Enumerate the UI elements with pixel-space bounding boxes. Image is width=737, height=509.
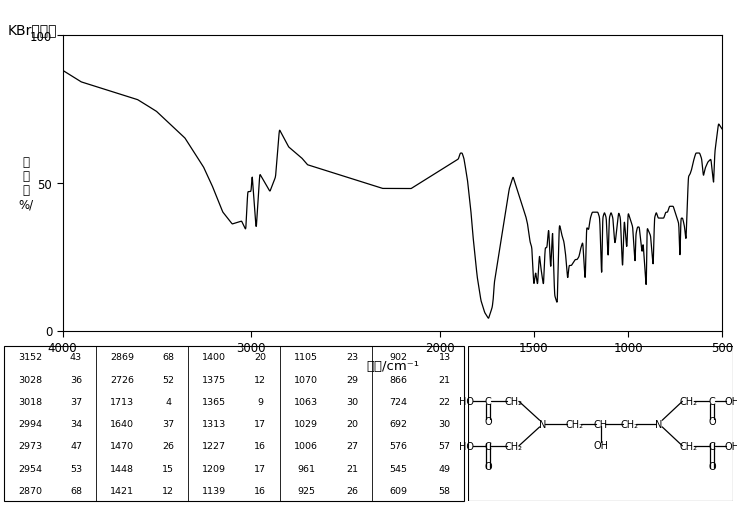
Text: 902: 902 [389,353,408,362]
Text: 576: 576 [389,441,408,450]
Text: 2994: 2994 [18,419,42,428]
Text: 21: 21 [439,375,450,384]
Text: 1313: 1313 [202,419,226,428]
Text: 545: 545 [389,464,408,472]
Text: 52: 52 [162,375,174,384]
Text: KBr压片法: KBr压片法 [7,23,57,37]
Text: 2869: 2869 [110,353,134,362]
Text: 47: 47 [70,441,82,450]
Text: 1365: 1365 [202,397,226,406]
Text: 2726: 2726 [110,375,134,384]
Text: OH: OH [724,397,737,407]
Text: 2954: 2954 [18,464,42,472]
Text: 49: 49 [439,464,450,472]
Text: 12: 12 [162,486,174,495]
Text: 57: 57 [439,441,450,450]
Text: HO: HO [459,397,474,407]
Text: 1713: 1713 [110,397,134,406]
Text: 1400: 1400 [202,353,226,362]
Text: 23: 23 [346,353,358,362]
Text: O: O [708,461,716,471]
Text: 1029: 1029 [294,419,318,428]
Text: HO: HO [459,441,474,451]
Text: 2870: 2870 [18,486,42,495]
Text: CH₂: CH₂ [680,397,697,407]
Text: O: O [484,461,492,471]
Text: O: O [484,416,492,427]
Text: 16: 16 [254,441,266,450]
X-axis label: 波数/cm⁻¹: 波数/cm⁻¹ [366,360,419,373]
Text: 29: 29 [346,375,358,384]
Text: 9: 9 [257,397,263,406]
Text: 1640: 1640 [110,419,134,428]
Text: CH₂: CH₂ [504,441,522,451]
Text: CH₂: CH₂ [621,419,639,429]
Text: 58: 58 [439,486,450,495]
Text: 17: 17 [254,464,266,472]
Text: 961: 961 [297,464,315,472]
Text: 724: 724 [389,397,408,406]
Text: 1105: 1105 [294,353,318,362]
Text: 68: 68 [70,486,82,495]
Text: C: C [484,397,492,407]
Text: 1375: 1375 [202,375,226,384]
Text: 1006: 1006 [294,441,318,450]
Text: 1227: 1227 [202,441,226,450]
Text: 53: 53 [70,464,82,472]
Text: CH₂: CH₂ [680,441,697,451]
Text: 1448: 1448 [110,464,134,472]
Text: C: C [484,441,492,451]
Text: 20: 20 [346,419,358,428]
Text: 2973: 2973 [18,441,42,450]
Text: 30: 30 [346,397,358,406]
Text: 3018: 3018 [18,397,42,406]
Text: 13: 13 [439,353,450,362]
Text: 3028: 3028 [18,375,42,384]
Text: C: C [709,441,716,451]
Text: 4: 4 [165,397,171,406]
Text: 1470: 1470 [110,441,134,450]
Text: 22: 22 [439,397,450,406]
Text: 26: 26 [346,486,358,495]
Text: 17: 17 [254,419,266,428]
Text: 609: 609 [389,486,408,495]
Text: CH₂: CH₂ [504,397,522,407]
Text: 37: 37 [70,397,82,406]
Text: CH: CH [593,419,608,429]
Text: 1139: 1139 [202,486,226,495]
Text: 1063: 1063 [294,397,318,406]
Text: N: N [539,419,546,429]
Text: 43: 43 [70,353,82,362]
Bar [468,346,733,501]
Text: OH: OH [724,441,737,451]
Text: 26: 26 [162,441,174,450]
Text: 20: 20 [254,353,266,362]
Text: 16: 16 [254,486,266,495]
Text: 866: 866 [389,375,408,384]
Text: N: N [655,419,663,429]
Text: 37: 37 [162,419,174,428]
Text: 36: 36 [70,375,82,384]
Text: 12: 12 [254,375,266,384]
Text: 1070: 1070 [294,375,318,384]
Text: 1209: 1209 [202,464,226,472]
Text: CH₂: CH₂ [565,419,583,429]
Text: 1421: 1421 [110,486,134,495]
Text: 68: 68 [162,353,174,362]
Text: O: O [708,416,716,427]
Text: OH: OH [593,440,608,450]
Text: 30: 30 [439,419,450,428]
Text: 透
过
率
%/: 透 过 率 %/ [19,156,34,211]
Text: C: C [709,397,716,407]
Text: 692: 692 [389,419,408,428]
Text: 27: 27 [346,441,358,450]
Text: 3152: 3152 [18,353,42,362]
Text: 925: 925 [297,486,315,495]
Text: 15: 15 [162,464,174,472]
Text: 34: 34 [70,419,82,428]
Text: 21: 21 [346,464,358,472]
